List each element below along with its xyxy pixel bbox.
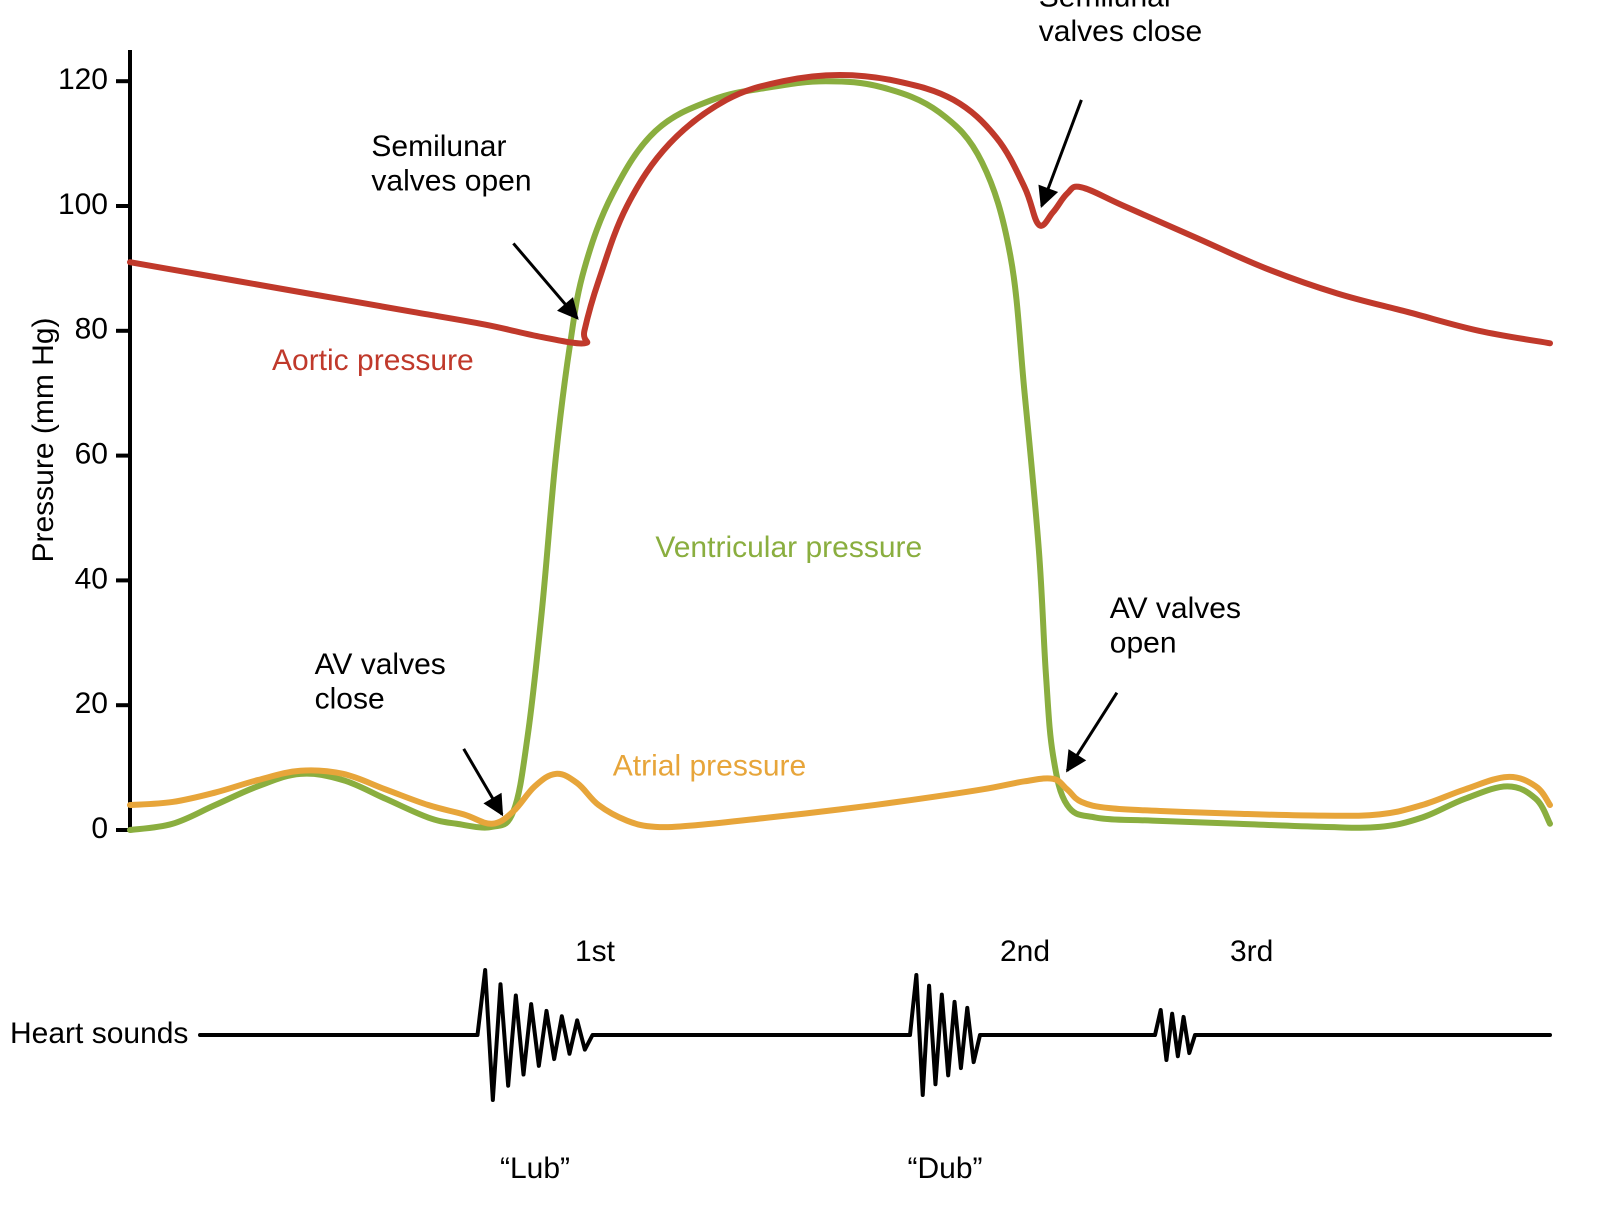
- annotation-av-open: AV valvesopen: [1067, 592, 1241, 771]
- aortic-pressure-line: [130, 75, 1550, 344]
- sound-label-top-s1: 1st: [575, 935, 616, 968]
- y-tick-label: 20: [75, 687, 108, 720]
- sound-label-top-s2: 2nd: [1000, 935, 1050, 968]
- annotation-semilunar-open: Semilunarvalves open: [371, 130, 577, 318]
- annotation-text: AV valvesclose: [315, 648, 446, 716]
- heart-sounds-trace: [200, 970, 1550, 1100]
- annotation-av-close: AV valvesclose: [315, 648, 502, 814]
- annotation-text: Semilunarvalves close: [1039, 0, 1202, 48]
- heart-sounds: Heart sounds 1st “Lub” 2nd “Dub” 3rd: [10, 935, 1550, 1185]
- sound-label-bottom-s2: “Dub”: [907, 1152, 982, 1185]
- ventricular-pressure-line-label: Ventricular pressure: [655, 531, 922, 564]
- annotation-text: Semilunarvalves open: [371, 130, 531, 198]
- y-axis-title: Pressure (mm Hg): [27, 317, 60, 562]
- aortic-pressure-line-label: Aortic pressure: [272, 344, 474, 377]
- y-axis: 0 20 40 60 80 100 120 Pressure (mm Hg): [27, 50, 130, 845]
- atrial-pressure-line-label: Atrial pressure: [613, 750, 806, 783]
- cardiac-cycle-diagram: 0 20 40 60 80 100 120 Pressure (mm Hg) Ventricul…: [0, 0, 1612, 1219]
- y-tick-label: 100: [58, 188, 108, 221]
- sound-label-bottom-s1: “Lub”: [500, 1152, 570, 1185]
- annotation-semilunar-close: Semilunarvalves close: [1039, 0, 1202, 206]
- y-tick-label: 60: [75, 438, 108, 471]
- annotation-arrow: [1067, 693, 1117, 771]
- annotation-arrow: [1042, 100, 1082, 206]
- y-tick-label: 40: [75, 562, 108, 595]
- diagram-svg: 0 20 40 60 80 100 120 Pressure (mm Hg) Ventricul…: [0, 0, 1612, 1219]
- ventricular-pressure-line: [130, 81, 1550, 830]
- heart-sounds-title: Heart sounds: [10, 1017, 188, 1050]
- annotation-arrow: [464, 749, 502, 815]
- y-tick-label: 80: [75, 313, 108, 346]
- y-tick-label: 120: [58, 63, 108, 96]
- annotation-text: AV valvesopen: [1110, 592, 1241, 660]
- annotation-arrow: [513, 243, 577, 318]
- sound-label-top-s3: 3rd: [1230, 935, 1273, 968]
- y-tick-label: 0: [91, 812, 108, 845]
